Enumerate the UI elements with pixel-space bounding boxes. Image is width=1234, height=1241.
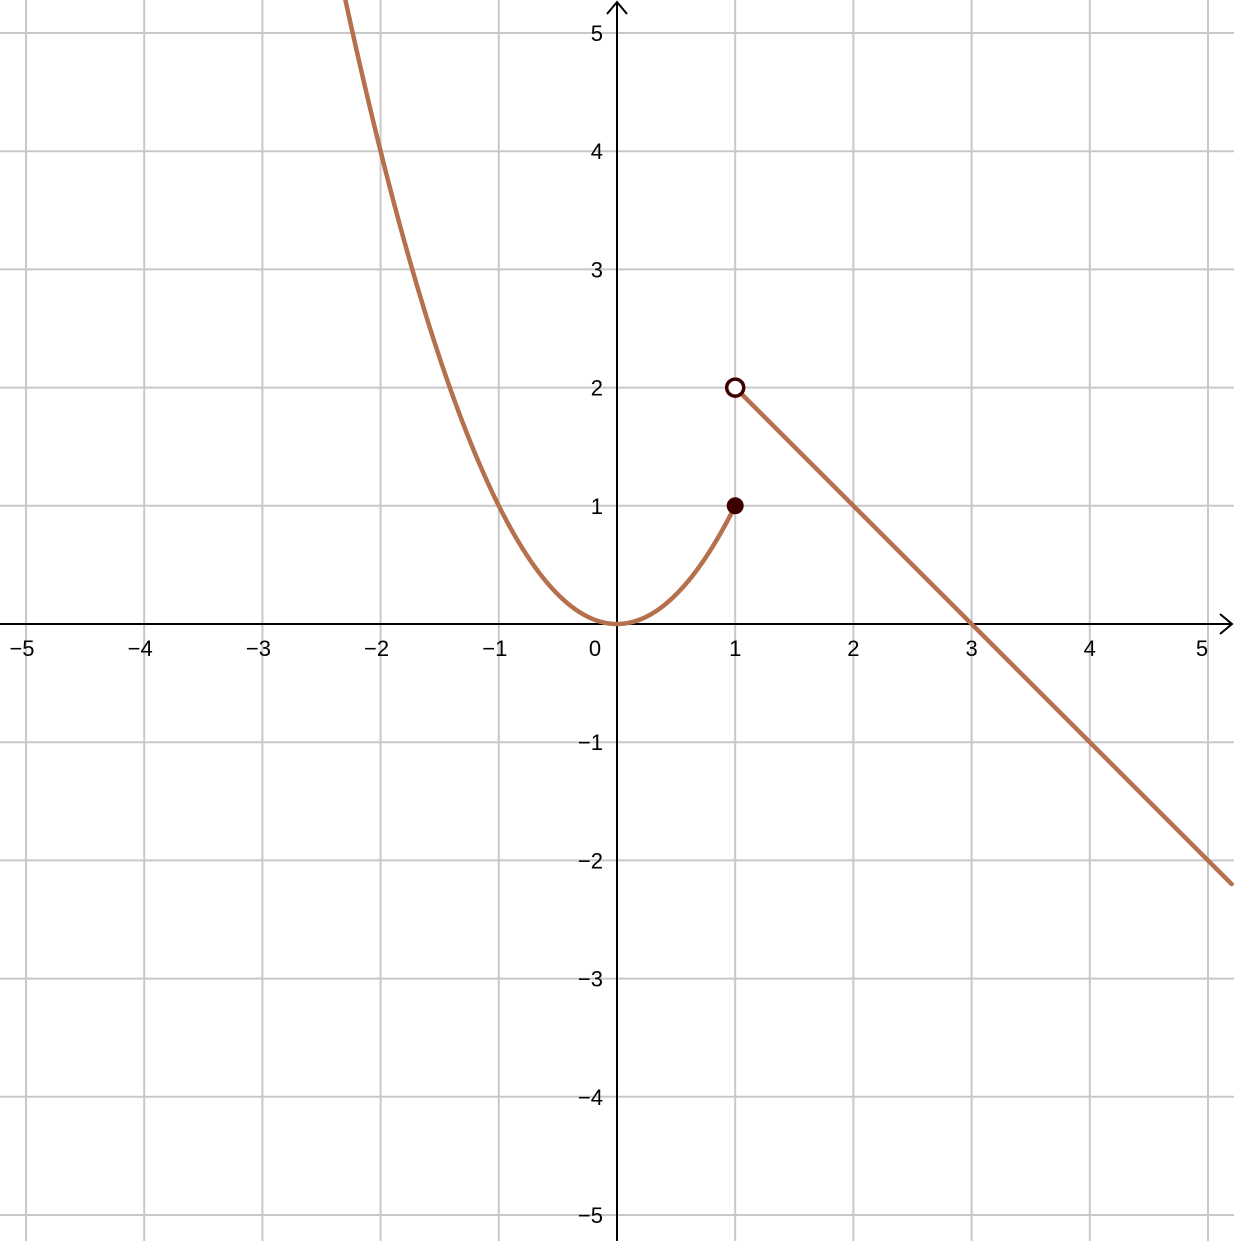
series bbox=[343, 0, 1234, 887]
x-tick-label: 3 bbox=[965, 636, 977, 661]
x-tick-label: 5 bbox=[1196, 636, 1208, 661]
y-tick-label: 2 bbox=[591, 376, 603, 401]
y-axis-arrow-icon bbox=[606, 0, 628, 15]
tick-labels: −5 −4 −3 −2 −1 0 1 2 3 4 5 5 4 3 2 1 −1 −2 −3 −4 −5 bbox=[9, 21, 1208, 1228]
y-tick-label: −5 bbox=[578, 1203, 603, 1228]
y-tick-label: −3 bbox=[578, 967, 603, 992]
x-tick-label: −4 bbox=[128, 636, 153, 661]
y-tick-label: −2 bbox=[578, 848, 603, 873]
closed-endpoint-marker bbox=[726, 497, 744, 515]
series-line-linear bbox=[732, 385, 1234, 887]
y-tick-label: −1 bbox=[578, 730, 603, 755]
endpoint-markers bbox=[724, 377, 746, 515]
x-tick-label: 1 bbox=[729, 636, 741, 661]
y-tick-label: 3 bbox=[591, 257, 603, 282]
y-tick-label: 5 bbox=[591, 21, 603, 46]
x-tick-label: 4 bbox=[1084, 636, 1096, 661]
open-endpoint-marker bbox=[724, 377, 746, 398]
y-tick-label: 1 bbox=[591, 494, 603, 519]
x-tick-label: −2 bbox=[364, 636, 389, 661]
x-tick-label: −5 bbox=[9, 636, 34, 661]
y-tick-label: 4 bbox=[591, 139, 603, 164]
x-axis-arrow-icon bbox=[1219, 613, 1234, 635]
x-tick-label: −3 bbox=[246, 636, 271, 661]
x-tick-label: 2 bbox=[847, 636, 859, 661]
y-tick-label: −4 bbox=[578, 1085, 603, 1110]
x-tick-label: 0 bbox=[589, 636, 601, 661]
x-tick-label: −1 bbox=[482, 636, 507, 661]
series-line-parabola bbox=[343, 0, 738, 627]
